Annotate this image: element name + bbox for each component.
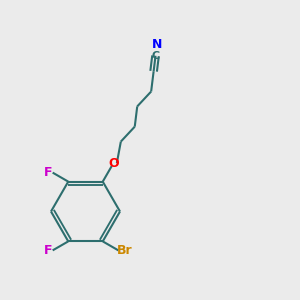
Text: Br: Br (117, 244, 133, 257)
Text: F: F (44, 166, 52, 179)
Text: F: F (44, 244, 52, 257)
Text: O: O (108, 158, 119, 170)
Text: N: N (152, 38, 162, 51)
Text: C: C (152, 51, 160, 61)
